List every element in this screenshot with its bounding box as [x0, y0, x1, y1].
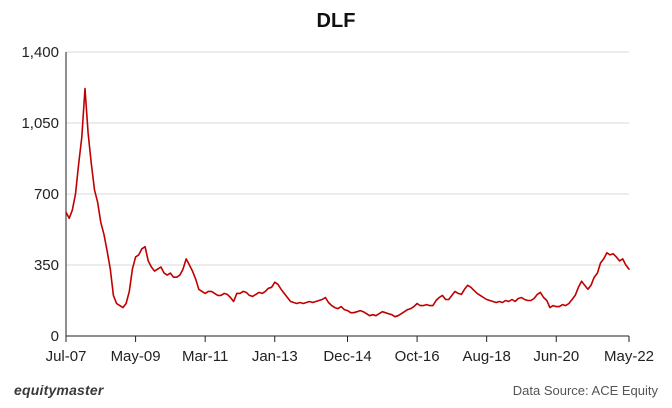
price-line	[65, 87, 630, 318]
plot-area	[65, 87, 630, 318]
x-tick-label: Aug-18	[462, 348, 510, 365]
y-axis: 0 350 700 1,050 1,400	[21, 44, 67, 345]
x-tick-label: Jun-20	[533, 348, 579, 365]
y-tick-label: 350	[34, 257, 59, 274]
equitymaster-logo: equitymaster	[14, 382, 104, 398]
x-tick-label: May-09	[111, 348, 161, 365]
x-tick-label: Jul-07	[46, 348, 87, 365]
x-tick-label: Dec-14	[323, 348, 371, 365]
y-tick-label: 700	[34, 186, 59, 203]
y-tick-label: 1,050	[21, 115, 59, 132]
chart-title: DLF	[316, 10, 356, 32]
x-tick-label: Oct-16	[395, 348, 440, 365]
y-tick-label: 1,400	[21, 44, 59, 61]
data-source-note: Data Source: ACE Equity	[512, 383, 658, 398]
x-tick-label: May-22	[604, 348, 654, 365]
x-tick-label: Mar-11	[182, 348, 228, 365]
x-axis: Jul-07 May-09 Mar-11 Jan-13 Dec-14 Oct-16 Aug-…	[46, 335, 654, 365]
x-tick-label: Jan-13	[252, 348, 298, 365]
gridlines	[66, 51, 629, 266]
y-tick-label: 0	[51, 328, 59, 345]
